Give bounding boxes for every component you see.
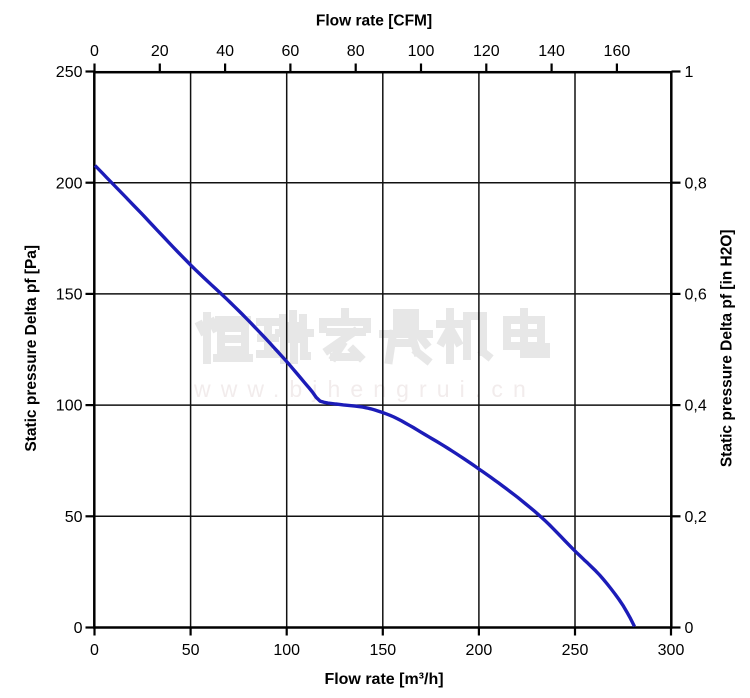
svg-text:150: 150 xyxy=(369,642,396,659)
svg-text:www.bjhengrui.cn: www.bjhengrui.cn xyxy=(193,376,536,402)
svg-text:0: 0 xyxy=(74,620,83,637)
svg-text:0: 0 xyxy=(90,642,99,659)
svg-text:0: 0 xyxy=(685,620,694,637)
svg-text:0,4: 0,4 xyxy=(685,398,707,415)
svg-text:160: 160 xyxy=(604,43,631,60)
svg-text:150: 150 xyxy=(56,287,83,304)
svg-text:250: 250 xyxy=(56,64,83,81)
svg-text:300: 300 xyxy=(658,642,685,659)
svg-text:100: 100 xyxy=(56,398,83,415)
svg-text:250: 250 xyxy=(562,642,589,659)
svg-text:Flow rate [CFM]: Flow rate [CFM] xyxy=(316,13,432,30)
svg-text:Static pressure Delta pf [Pa]: Static pressure Delta pf [Pa] xyxy=(23,245,40,452)
svg-text:60: 60 xyxy=(282,43,300,60)
svg-text:120: 120 xyxy=(473,43,500,60)
svg-text:0,6: 0,6 xyxy=(685,287,707,304)
svg-text:140: 140 xyxy=(538,43,565,60)
svg-text:Flow rate [m³/h]: Flow rate [m³/h] xyxy=(324,671,443,688)
svg-text:50: 50 xyxy=(182,642,200,659)
svg-text:100: 100 xyxy=(408,43,435,60)
svg-text:200: 200 xyxy=(466,642,493,659)
svg-text:80: 80 xyxy=(347,43,365,60)
svg-text:1: 1 xyxy=(685,64,694,81)
svg-text:20: 20 xyxy=(151,43,169,60)
svg-text:0,2: 0,2 xyxy=(685,509,707,526)
svg-text:40: 40 xyxy=(216,43,234,60)
svg-text:0: 0 xyxy=(90,43,99,60)
svg-text:0,8: 0,8 xyxy=(685,175,707,192)
svg-text:100: 100 xyxy=(273,642,300,659)
svg-text:200: 200 xyxy=(56,175,83,192)
svg-text:Static pressure Delta pf [in H: Static pressure Delta pf [in H2O] xyxy=(719,229,736,467)
svg-text:50: 50 xyxy=(65,509,83,526)
